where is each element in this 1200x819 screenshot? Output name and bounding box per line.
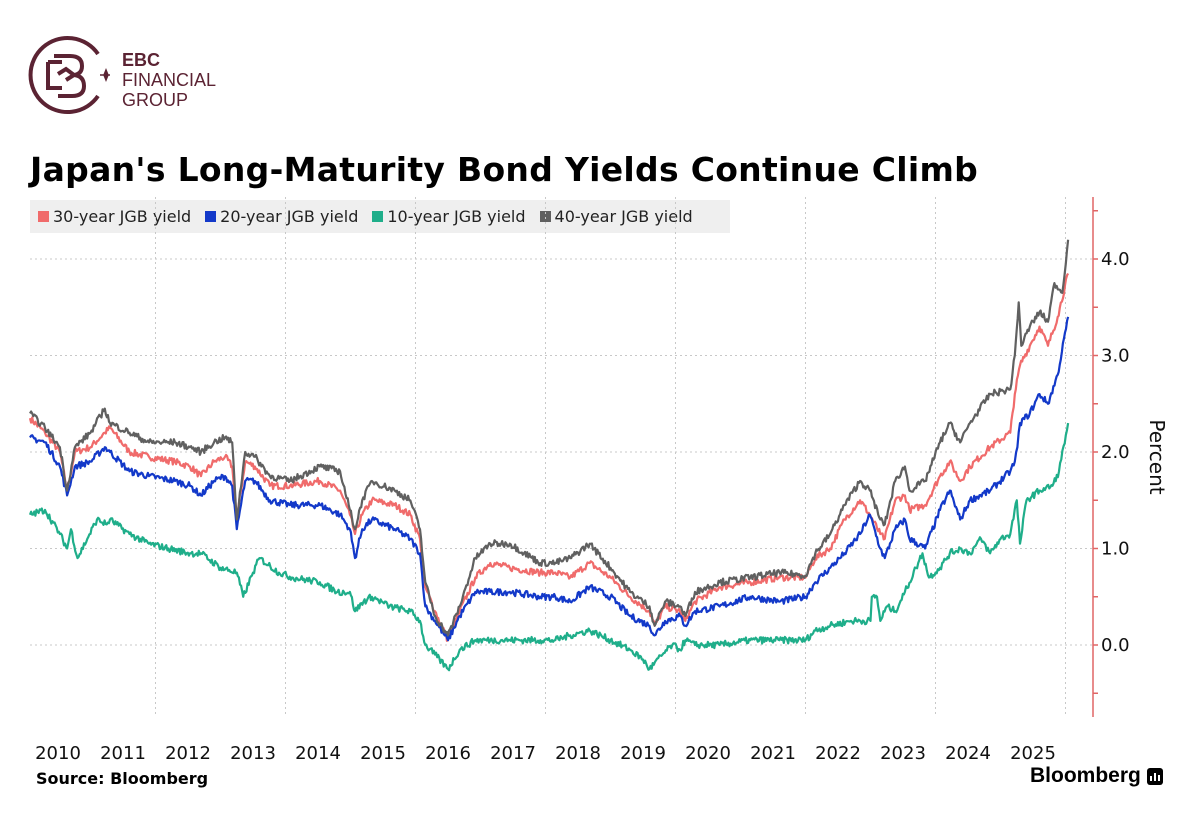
brand-line2: FINANCIAL — [122, 70, 217, 90]
legend-item-30y: 30-year JGB yield — [38, 207, 191, 226]
x-tick-label: 2022 — [815, 743, 861, 764]
series-line-30y — [28, 272, 1070, 642]
x-tick-label: 2015 — [360, 743, 406, 764]
legend-item-10y: 10-year JGB yield — [372, 207, 526, 226]
legend-swatch — [539, 211, 551, 222]
legend-item-40y: 40-year JGB yield — [539, 207, 693, 226]
x-tick-label: 2025 — [1010, 743, 1056, 764]
y-tick-label: 1.0 — [1101, 539, 1130, 560]
source-note: Source: Bloomberg — [36, 769, 209, 788]
legend-swatch — [205, 211, 217, 222]
x-tick-label: 2016 — [425, 743, 471, 764]
y-axis-title: Percent — [1145, 419, 1169, 494]
x-tick-label: 2017 — [490, 743, 536, 764]
x-tick-label: 2010 — [35, 743, 81, 764]
x-tick-label: 2013 — [230, 743, 276, 764]
legend-swatch — [38, 211, 49, 222]
series-line-40y — [29, 239, 1070, 637]
brand-text: EBC FINANCIAL GROUP — [122, 50, 216, 110]
legend-swatch — [372, 211, 384, 222]
x-tick-label: 2023 — [880, 743, 926, 764]
y-tick-label: 0.0 — [1101, 635, 1130, 656]
legend-label: 20-year JGB yield — [220, 207, 359, 226]
x-tick-label: 2021 — [750, 743, 796, 764]
y-tick-label: 4.0 — [1101, 249, 1130, 270]
bloomberg-chart-icon — [1146, 767, 1163, 785]
legend-label: 40-year JGB yield — [554, 207, 693, 226]
x-tick-label: 2014 — [295, 743, 341, 764]
x-tick-label: 2019 — [620, 743, 666, 764]
x-tick-label: 2011 — [100, 743, 146, 764]
legend-item-20y: 20-year JGB yield — [205, 207, 358, 226]
x-tick-label: 2012 — [165, 743, 211, 764]
bloomberg-wordmark: Bloomberg — [1030, 764, 1141, 787]
brand-line1: EBC — [122, 50, 161, 70]
legend: 30-year JGB yield 20-year JGB yield 10-y… — [30, 200, 730, 233]
x-tick-label: 2020 — [685, 743, 731, 764]
chart-title: Japan's Long-Maturity Bond Yields Contin… — [30, 150, 979, 189]
y-tick-label: 3.0 — [1101, 346, 1130, 367]
x-tick-label: 2024 — [945, 743, 991, 764]
legend-label: 10-year JGB yield — [387, 207, 526, 226]
series-line-10y — [28, 422, 1070, 672]
brand-line3: GROUP — [122, 90, 189, 110]
legend-label: 30-year JGB yield — [53, 207, 192, 226]
y-tick-label: 2.0 — [1101, 442, 1130, 463]
x-tick-label: 2018 — [555, 743, 601, 764]
bloomberg-logo: Bloomberg — [1030, 764, 1163, 788]
ebc-logo — [28, 36, 110, 114]
series-line-20y — [29, 316, 1070, 642]
